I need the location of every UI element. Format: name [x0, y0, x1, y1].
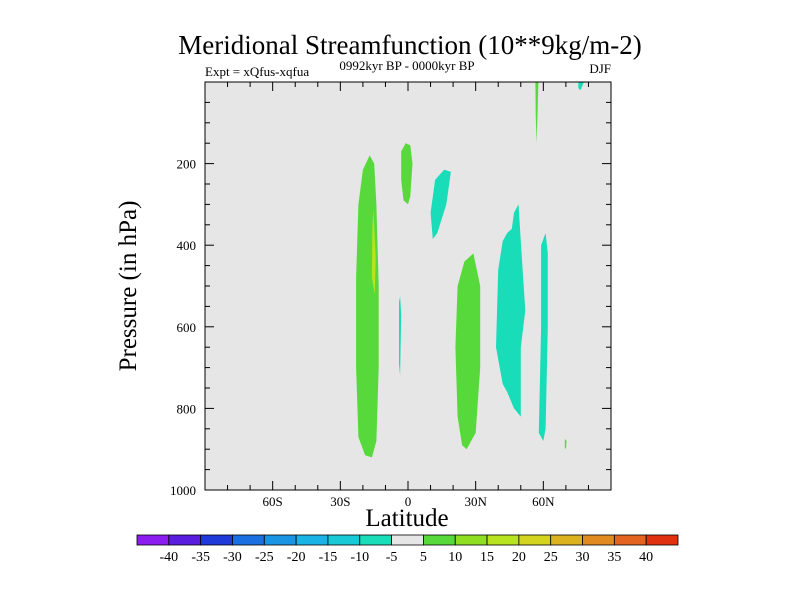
contour-region-nh-positive-cell	[455, 253, 481, 450]
colorbar-swatch	[200, 534, 233, 546]
colorbar-swatch	[454, 534, 488, 546]
y-tick-label: 400	[177, 238, 197, 253]
colorbar-swatch	[423, 534, 456, 546]
contour-region-nh-positive-upper-sliver	[535, 82, 539, 144]
y-tick-label: 800	[177, 401, 197, 416]
colorbar-label: -15	[319, 550, 338, 565]
x-tick-label: 0	[405, 494, 412, 509]
colorbar-swatch	[359, 534, 392, 546]
colorbar-swatch	[327, 534, 361, 546]
contour-region-nh-negative-highlat	[538, 233, 548, 441]
colorbar: -40 -35 -30 -25 -20 -15 -10 -5 5 10 15 20 25 30 35 40	[136, 534, 679, 565]
contour-region-nh-negative-upper	[430, 169, 451, 240]
colorbar-label: -25	[255, 550, 274, 565]
chart-title: Meridional Streamfunction (10**9kg/m-2)	[178, 30, 641, 60]
colorbar-label: 35	[607, 550, 621, 565]
x-tick-label: 30S	[330, 494, 350, 509]
colorbar-swatch	[263, 534, 297, 546]
x-axis-title: Latitude	[365, 505, 448, 532]
colorbar-label: -5	[386, 550, 398, 565]
y-tick-label: 600	[177, 320, 197, 335]
colorbar-swatch	[391, 534, 424, 546]
colorbar-label: 10	[448, 550, 462, 565]
colorbar-label: 5	[420, 550, 427, 565]
colorbar-label: -20	[287, 550, 306, 565]
colorbar-label: -35	[191, 550, 210, 565]
colorbar-label: 15	[480, 550, 494, 565]
contour-regions	[356, 82, 584, 458]
colorbar-label: -40	[159, 550, 178, 565]
y-tick-label: 1000	[170, 483, 196, 498]
period-subtitle: 0992kyr BP - 0000kyr BP	[339, 58, 474, 73]
colorbar-label: 30	[576, 550, 590, 565]
colorbar-swatch	[518, 534, 552, 546]
x-tick-label: 60S	[263, 494, 283, 509]
colorbar-swatch	[613, 534, 647, 546]
contour-region-eq-positive-cell	[401, 143, 413, 205]
axis-ticks: 60S 30S 0 30N 60N 200 400 600 800 1000	[170, 82, 611, 509]
colorbar-swatch	[582, 534, 615, 546]
season-subtitle: DJF	[589, 61, 611, 76]
x-tick-label: 30N	[464, 494, 487, 509]
plot-area	[205, 82, 611, 490]
colorbar-label: 20	[512, 550, 526, 565]
contour-region-sh-positive-cell	[356, 155, 379, 458]
contour-region-nh-positive-lower-dot	[564, 439, 567, 450]
colorbar-swatch	[136, 534, 170, 546]
colorbar-label: 25	[544, 550, 558, 565]
contour-region-nh-negative-top-corner	[578, 82, 584, 91]
colorbar-swatch	[486, 534, 520, 546]
colorbar-swatch	[295, 534, 329, 546]
colorbar-swatch	[645, 534, 679, 546]
contour-region-nh-negative-midlat	[496, 204, 526, 417]
colorbar-label: -10	[350, 550, 369, 565]
contour-region-sh-yellow-patch	[371, 208, 376, 295]
colorbar-label: 40	[639, 550, 653, 565]
colorbar-label: -30	[223, 550, 242, 565]
y-tick-label: 200	[177, 157, 197, 172]
contour-region-eq-negative-sliver	[399, 296, 402, 376]
x-tick-label: 60N	[532, 494, 555, 509]
colorbar-swatch	[550, 534, 583, 546]
colorbar-swatch	[168, 534, 202, 546]
experiment-subtitle: Expt = xQfus-xqfua	[205, 64, 309, 79]
colorbar-swatch	[232, 534, 265, 546]
y-axis-title: Pressure (in hPa)	[115, 201, 142, 372]
